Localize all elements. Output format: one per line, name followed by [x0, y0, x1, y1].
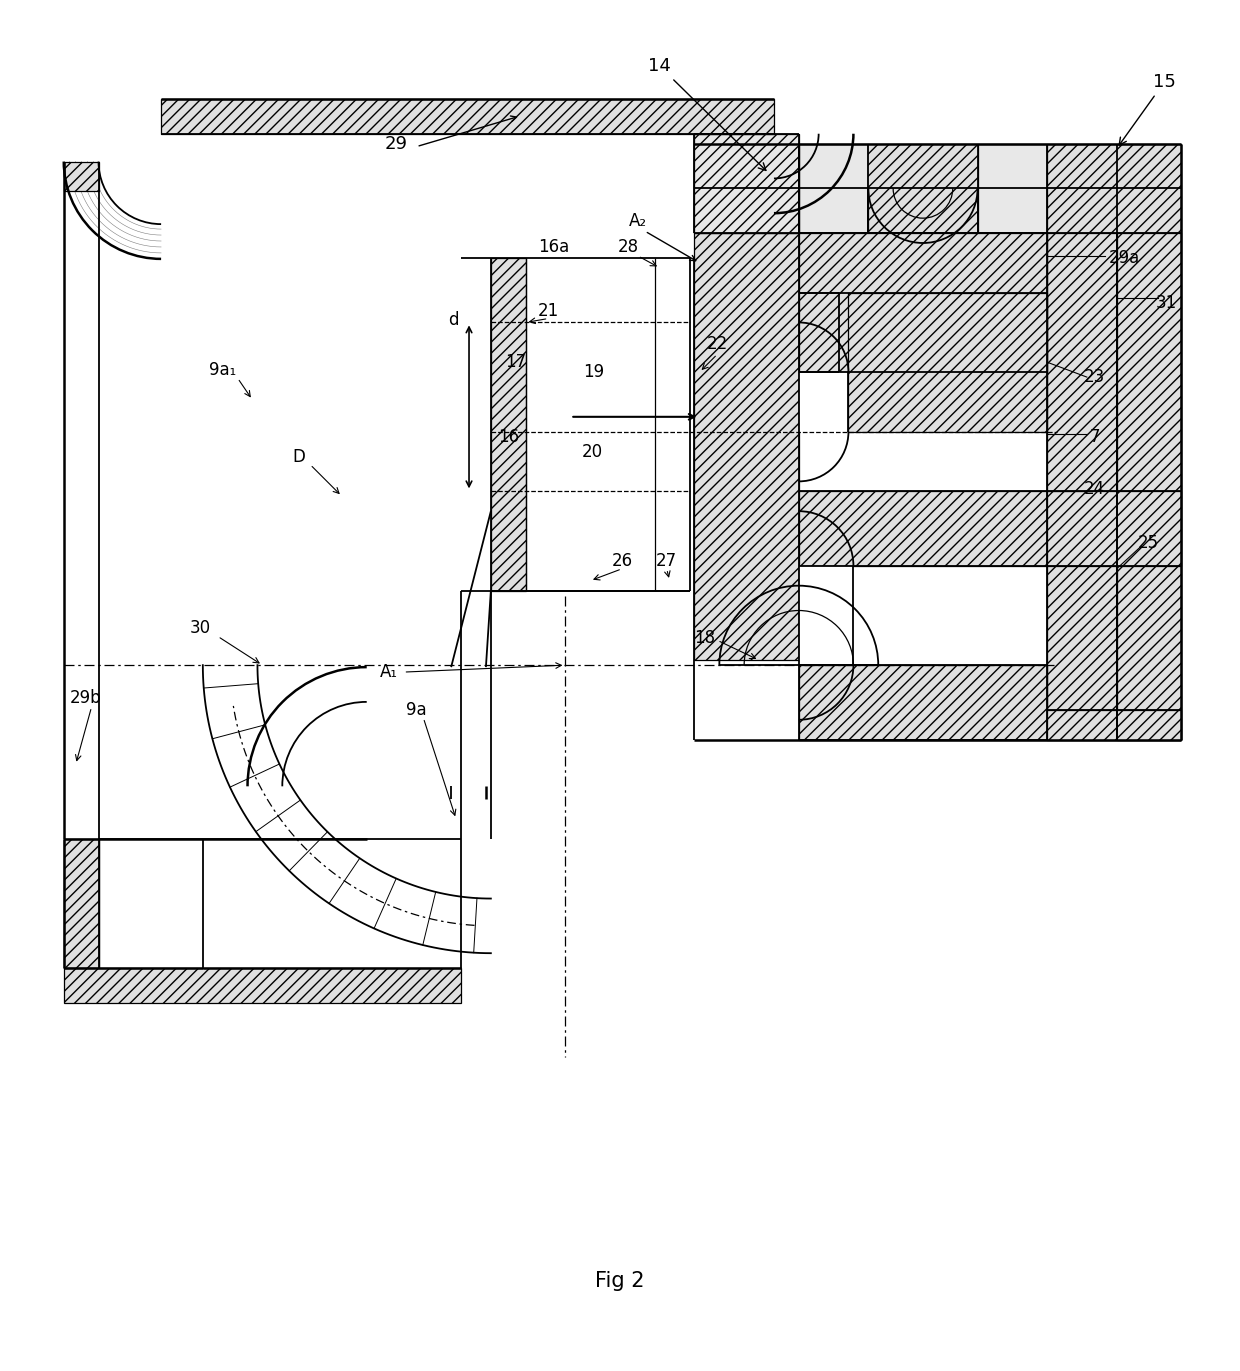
Bar [1047, 710, 1182, 739]
Text: 9a: 9a [405, 701, 427, 718]
Bar [63, 162, 98, 192]
Text: Fig 2: Fig 2 [595, 1271, 645, 1291]
Bar [799, 372, 848, 432]
Text: D: D [293, 447, 305, 466]
Text: 28: 28 [618, 239, 639, 256]
Bar [161, 99, 774, 134]
Bar [868, 144, 977, 188]
Bar [799, 144, 868, 233]
Text: A₂: A₂ [629, 213, 647, 230]
Bar [977, 144, 1047, 233]
Bar [799, 566, 853, 665]
Text: 20: 20 [582, 443, 603, 461]
Bar [868, 144, 977, 233]
Bar [491, 258, 526, 591]
Text: 17: 17 [505, 354, 526, 372]
Bar [63, 839, 98, 968]
Bar [63, 968, 461, 1002]
Bar [799, 491, 1047, 566]
Text: 9a₁: 9a₁ [210, 361, 237, 380]
Text: 26: 26 [611, 553, 632, 570]
Text: 7: 7 [1090, 428, 1100, 446]
Text: 30: 30 [190, 620, 211, 638]
Bar [799, 233, 1047, 372]
Text: 29b: 29b [69, 688, 102, 707]
Bar [694, 134, 799, 233]
Text: d: d [448, 311, 459, 329]
Text: 29: 29 [384, 134, 408, 152]
Text: 23: 23 [1084, 367, 1105, 387]
Text: 22: 22 [707, 336, 728, 354]
Text: 27: 27 [656, 553, 677, 570]
Bar [694, 233, 799, 661]
Bar [799, 665, 1047, 739]
Bar [848, 292, 1047, 432]
Text: 19: 19 [584, 363, 605, 381]
Text: 31: 31 [1156, 293, 1177, 311]
Bar [1047, 144, 1182, 233]
Text: 18: 18 [694, 629, 715, 647]
Bar [1117, 233, 1182, 739]
Bar [1047, 491, 1182, 566]
Text: A₁: A₁ [379, 664, 398, 681]
Text: 24: 24 [1084, 480, 1105, 498]
Text: 16: 16 [498, 428, 520, 446]
Text: 29a: 29a [1109, 250, 1140, 267]
Bar [694, 144, 799, 233]
Text: 15: 15 [1120, 73, 1176, 145]
Bar [63, 839, 98, 968]
Text: 21: 21 [538, 302, 559, 319]
Text: 16a: 16a [538, 239, 569, 256]
Bar [1047, 233, 1182, 739]
Text: 14: 14 [649, 58, 766, 170]
Text: 25: 25 [1138, 533, 1159, 553]
